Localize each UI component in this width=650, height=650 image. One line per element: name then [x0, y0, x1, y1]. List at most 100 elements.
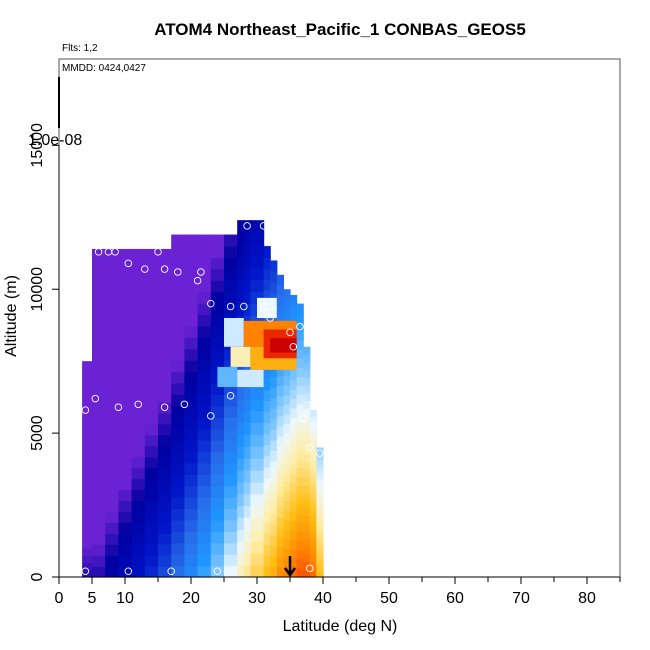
chart-title: ATOM4 Northeast_Pacific_1 CONBAS_GEOS5	[154, 20, 526, 39]
x-tick-label: 50	[380, 590, 398, 607]
heatmap-cell	[303, 385, 311, 394]
heatmap-cell	[237, 410, 245, 423]
heatmap-cell	[82, 512, 93, 521]
heatmap-cell	[144, 445, 159, 458]
heatmap-cell	[224, 245, 238, 258]
heatmap-cell	[131, 314, 146, 327]
heatmap-cell	[303, 431, 311, 440]
plume-cell	[237, 369, 264, 388]
heatmap-cell	[210, 565, 225, 578]
heatmap-cell	[158, 566, 172, 578]
heatmap-cell	[118, 402, 133, 414]
heatmap-cell	[92, 358, 106, 370]
heatmap-cell	[270, 492, 278, 504]
heatmap-cell	[144, 456, 159, 469]
heatmap-cell	[171, 531, 185, 544]
heatmap-cell	[250, 565, 265, 578]
heatmap-cell	[158, 500, 172, 512]
heatmap-cell	[276, 466, 284, 477]
heatmap-cell	[270, 555, 278, 568]
heatmap-cell	[197, 554, 212, 567]
heatmap-cell	[158, 248, 172, 261]
heatmap-cell	[224, 542, 238, 555]
sample-point	[141, 265, 149, 273]
heatmap-cell	[309, 543, 317, 550]
heatmap-cell	[82, 389, 93, 398]
heatmap-cell	[224, 462, 238, 475]
heatmap-cell	[309, 554, 317, 561]
heatmap-cell	[290, 398, 298, 409]
x-tick-label: 70	[512, 590, 530, 607]
heatmap-cell	[210, 314, 225, 327]
x-tick-label: 40	[314, 590, 332, 607]
heatmap-cell	[184, 325, 199, 338]
heatmap-cell	[197, 245, 212, 258]
y-tick-label: 5000	[29, 415, 46, 451]
heatmap-cell	[276, 284, 284, 296]
heatmap-cell	[92, 402, 106, 414]
heatmap-cell	[197, 360, 212, 373]
heatmap-cell	[184, 291, 199, 304]
heatmap-cell	[290, 454, 298, 465]
heatmap-cell	[118, 358, 133, 370]
heatmap-cell	[309, 560, 317, 567]
heatmap-cell	[283, 308, 291, 319]
heatmap-cell	[237, 493, 245, 507]
heatmap-cell	[290, 539, 298, 550]
heatmap-cell	[290, 388, 298, 399]
heatmap-cell	[224, 417, 238, 430]
heatmap-cell	[303, 392, 311, 402]
heatmap-cell	[270, 271, 278, 283]
y-axis: 0 5000 10000 15000	[29, 123, 60, 581]
heatmap-cell	[296, 358, 304, 368]
heatmap-cell	[296, 440, 304, 451]
heatmap-cell	[283, 375, 291, 386]
heatmap-cell	[309, 465, 317, 472]
heatmap-cell	[144, 533, 159, 545]
heatmap-cell	[303, 461, 311, 471]
heatmap-cell	[237, 232, 245, 245]
heatmap-cell	[144, 259, 159, 272]
heatmap-cell	[263, 477, 271, 490]
heatmap-cell	[283, 500, 291, 511]
heatmap-cell	[283, 557, 291, 568]
heatmap-cell	[283, 529, 291, 540]
heatmap-cell	[243, 362, 251, 376]
heatmap-cell	[210, 497, 225, 510]
heatmap-cell	[309, 437, 317, 445]
heatmap-cell	[210, 508, 225, 521]
plume-cells	[217, 297, 297, 388]
heatmap-cell	[290, 294, 298, 305]
heatmap-cell	[243, 267, 251, 281]
heatmap-cell	[237, 291, 245, 305]
heatmap-cell	[118, 270, 133, 283]
heatmap-cell	[105, 434, 119, 447]
dates-label: MMDD: 0424,0427	[62, 63, 146, 74]
heatmap-cell	[105, 259, 119, 272]
heatmap-cell	[197, 417, 212, 430]
heatmap-cell	[243, 243, 251, 257]
heatmap-cell	[296, 385, 304, 396]
x-axis: 0 5 10 20 30 40 50 60 70 80	[55, 576, 621, 607]
heatmap-cell	[118, 467, 133, 480]
heatmap-cell	[309, 515, 317, 522]
heatmap-cell	[303, 553, 311, 563]
heatmap-cell	[171, 314, 185, 327]
heatmap-cell	[82, 519, 93, 528]
heatmap-cell	[158, 511, 172, 523]
heatmap-cell	[270, 471, 278, 483]
heatmap-cell	[283, 423, 291, 434]
heatmap-cell	[131, 544, 146, 556]
sample-point	[81, 567, 90, 575]
heatmap-cell	[105, 478, 119, 491]
heatmap-cell	[197, 325, 212, 338]
heatmap-cell	[131, 467, 146, 480]
heatmap-cell	[105, 303, 119, 316]
heatmap-cell	[237, 362, 245, 376]
heatmap-cell	[270, 450, 278, 462]
plume-cell	[224, 318, 244, 347]
sample-point	[180, 400, 189, 409]
heatmap-cell	[276, 425, 284, 437]
sample-point	[174, 268, 182, 276]
